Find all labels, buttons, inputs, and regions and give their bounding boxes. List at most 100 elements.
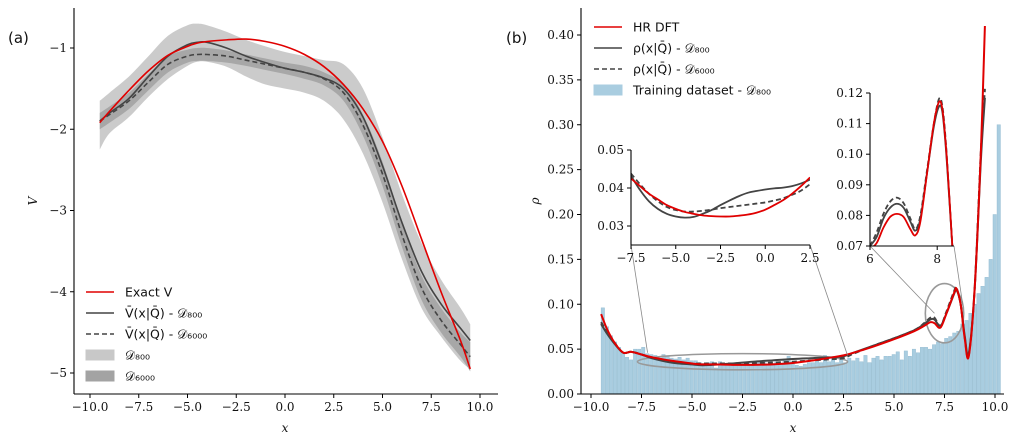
b-x-tick-label: 10.0 — [982, 400, 1009, 414]
histogram-bar — [738, 364, 743, 395]
a-axes: −10.0 −7.5 −5.0 −2.5 0.0 2.5 5.0 7.5 10.0 −1 −2 −3 −… — [49, 8, 498, 414]
histogram-bar — [629, 359, 634, 395]
histogram-bar — [758, 361, 763, 395]
histogram-bar — [903, 350, 908, 395]
histogram-bar — [790, 361, 795, 395]
histogram-bar — [714, 367, 718, 395]
a-series-reference — [99, 38, 472, 370]
a-x-tick-label: 0.0 — [275, 400, 294, 414]
b-x-tick-label: 7.5 — [935, 400, 954, 414]
histogram-bar — [701, 363, 706, 395]
band-d6000 — [99, 47, 471, 372]
a-legend-label: V̄(x|Q̄) - 𝒟₆₀₀₀ — [125, 327, 207, 342]
highlight-ellipse-zoom-right — [924, 282, 965, 344]
histogram-bar — [952, 332, 957, 395]
histogram-bar — [770, 363, 775, 395]
inset-connector-line — [953, 245, 964, 305]
histogram-bar — [847, 357, 852, 395]
inset-zoom-left: −7.5 −5.0 −2.5 0.0 2.5 0.03 0.04 0.05 — [597, 143, 819, 265]
histogram-bar — [798, 365, 803, 395]
panel-a-label: (a) — [8, 29, 29, 47]
histogram-bar — [895, 351, 900, 395]
b-x-axis-label: x — [790, 421, 797, 435]
inset-0-y-tick-label: 0.04 — [597, 181, 624, 195]
b-y-tick-label: 0.20 — [547, 208, 574, 222]
b-x-tick-label: 2.5 — [834, 400, 853, 414]
inset-0-y-tick-label: 0.05 — [597, 143, 624, 157]
histogram-bar — [980, 286, 985, 395]
a-x-tick-label: −10.0 — [72, 400, 109, 414]
histogram-bar — [653, 355, 658, 395]
a-legend-label: Exact V — [125, 285, 173, 300]
inset-0-x-tick-label: −2.5 — [706, 251, 735, 265]
inset-background — [870, 91, 956, 246]
a-legend-patch — [85, 349, 115, 361]
histogram-bar — [608, 335, 613, 395]
inset-series-group — [870, 96, 954, 246]
histogram-bar — [835, 362, 840, 395]
a-legend: Exact V V̄(x|Q̄) - 𝒟₈₀₀ V̄(x|Q̄) - 𝒟₆₀₀₀ 𝒟₈… — [85, 285, 207, 384]
a-y-axis-label: V — [26, 195, 40, 205]
histogram-bar — [726, 364, 730, 395]
b-legend-patch — [593, 84, 623, 96]
a-y-tick-label: −5 — [49, 366, 67, 380]
histogram-bar — [932, 344, 937, 395]
b-x-tick-label: −10.0 — [573, 400, 610, 414]
histogram-bar — [681, 359, 686, 395]
band-d800 — [99, 23, 471, 369]
inset-zoom-right: 6 8 0.07 0.08 0.09 0.10 0.11 0.12 — [836, 86, 956, 266]
histogram-bar — [633, 348, 638, 395]
histogram-bar — [839, 356, 844, 395]
histogram-bar — [948, 336, 953, 395]
b-highlight-ellipses — [636, 282, 965, 371]
b-histogram — [600, 124, 1001, 395]
histogram-bar — [907, 356, 912, 395]
b-y-tick-label: 0.35 — [547, 73, 574, 87]
inset-0-y-tick-label: 0.03 — [597, 219, 624, 233]
b-x-tick-label: 5.0 — [884, 400, 903, 414]
inset-0-x-tick-label: 2.5 — [800, 251, 819, 265]
histogram-bar — [774, 361, 779, 395]
inset-1-y-tick-label: 0.11 — [836, 117, 863, 131]
histogram-bar — [871, 357, 876, 395]
inset-1-series-reference — [872, 100, 954, 246]
b-y-tick-label: 0.30 — [547, 118, 574, 132]
a-x-tick-label: 5.0 — [373, 400, 392, 414]
histogram-bar — [875, 356, 880, 395]
histogram-bar — [956, 330, 961, 395]
a-legend-label: 𝒟₆₀₀₀ — [125, 369, 155, 384]
a-series-dashed — [99, 53, 471, 358]
histogram-bar — [992, 214, 997, 395]
b-legend-label: ρ(x|Q̄) - 𝒟₈₀₀ — [633, 41, 710, 56]
inset-0-series-dashed — [631, 172, 810, 213]
inset-1-y-tick-label: 0.09 — [836, 178, 863, 192]
a-legend-patch — [85, 370, 115, 382]
histogram-bar — [823, 355, 827, 395]
histogram-bar — [859, 361, 864, 395]
histogram-bar — [976, 293, 981, 395]
histogram-bar — [673, 358, 678, 395]
b-legend-label: Training dataset - 𝒟₈₀₀ — [632, 83, 771, 98]
histogram-bar — [883, 356, 888, 395]
histogram-bar — [617, 347, 621, 395]
histogram-bar — [911, 348, 916, 395]
histogram-bar — [645, 353, 650, 395]
b-x-tick-label: −7.5 — [627, 400, 656, 414]
a-y-tick-label: −4 — [49, 285, 67, 299]
histogram-bar — [762, 362, 767, 395]
histogram-bar — [778, 363, 783, 395]
histogram-bar — [940, 343, 945, 395]
histogram-bar — [718, 361, 722, 395]
histogram-bar — [988, 259, 993, 395]
a-y-tick-label: −3 — [49, 204, 67, 218]
inset-connector-line — [809, 244, 848, 356]
b-x-tick-label: 0.0 — [783, 400, 802, 414]
histogram-bar — [855, 357, 860, 395]
b-y-tick-label: 0.40 — [547, 28, 574, 42]
a-x-tick-label: 10.0 — [467, 400, 494, 414]
histogram-bar — [794, 365, 799, 395]
b-axes: −10.0 −7.5 −5.0 −2.5 0.0 2.5 5.0 7.5 10.0 0.00 0.0… — [547, 8, 1008, 414]
histogram-bar — [730, 363, 735, 395]
histogram-bar — [944, 338, 949, 395]
histogram-bar — [625, 357, 629, 395]
